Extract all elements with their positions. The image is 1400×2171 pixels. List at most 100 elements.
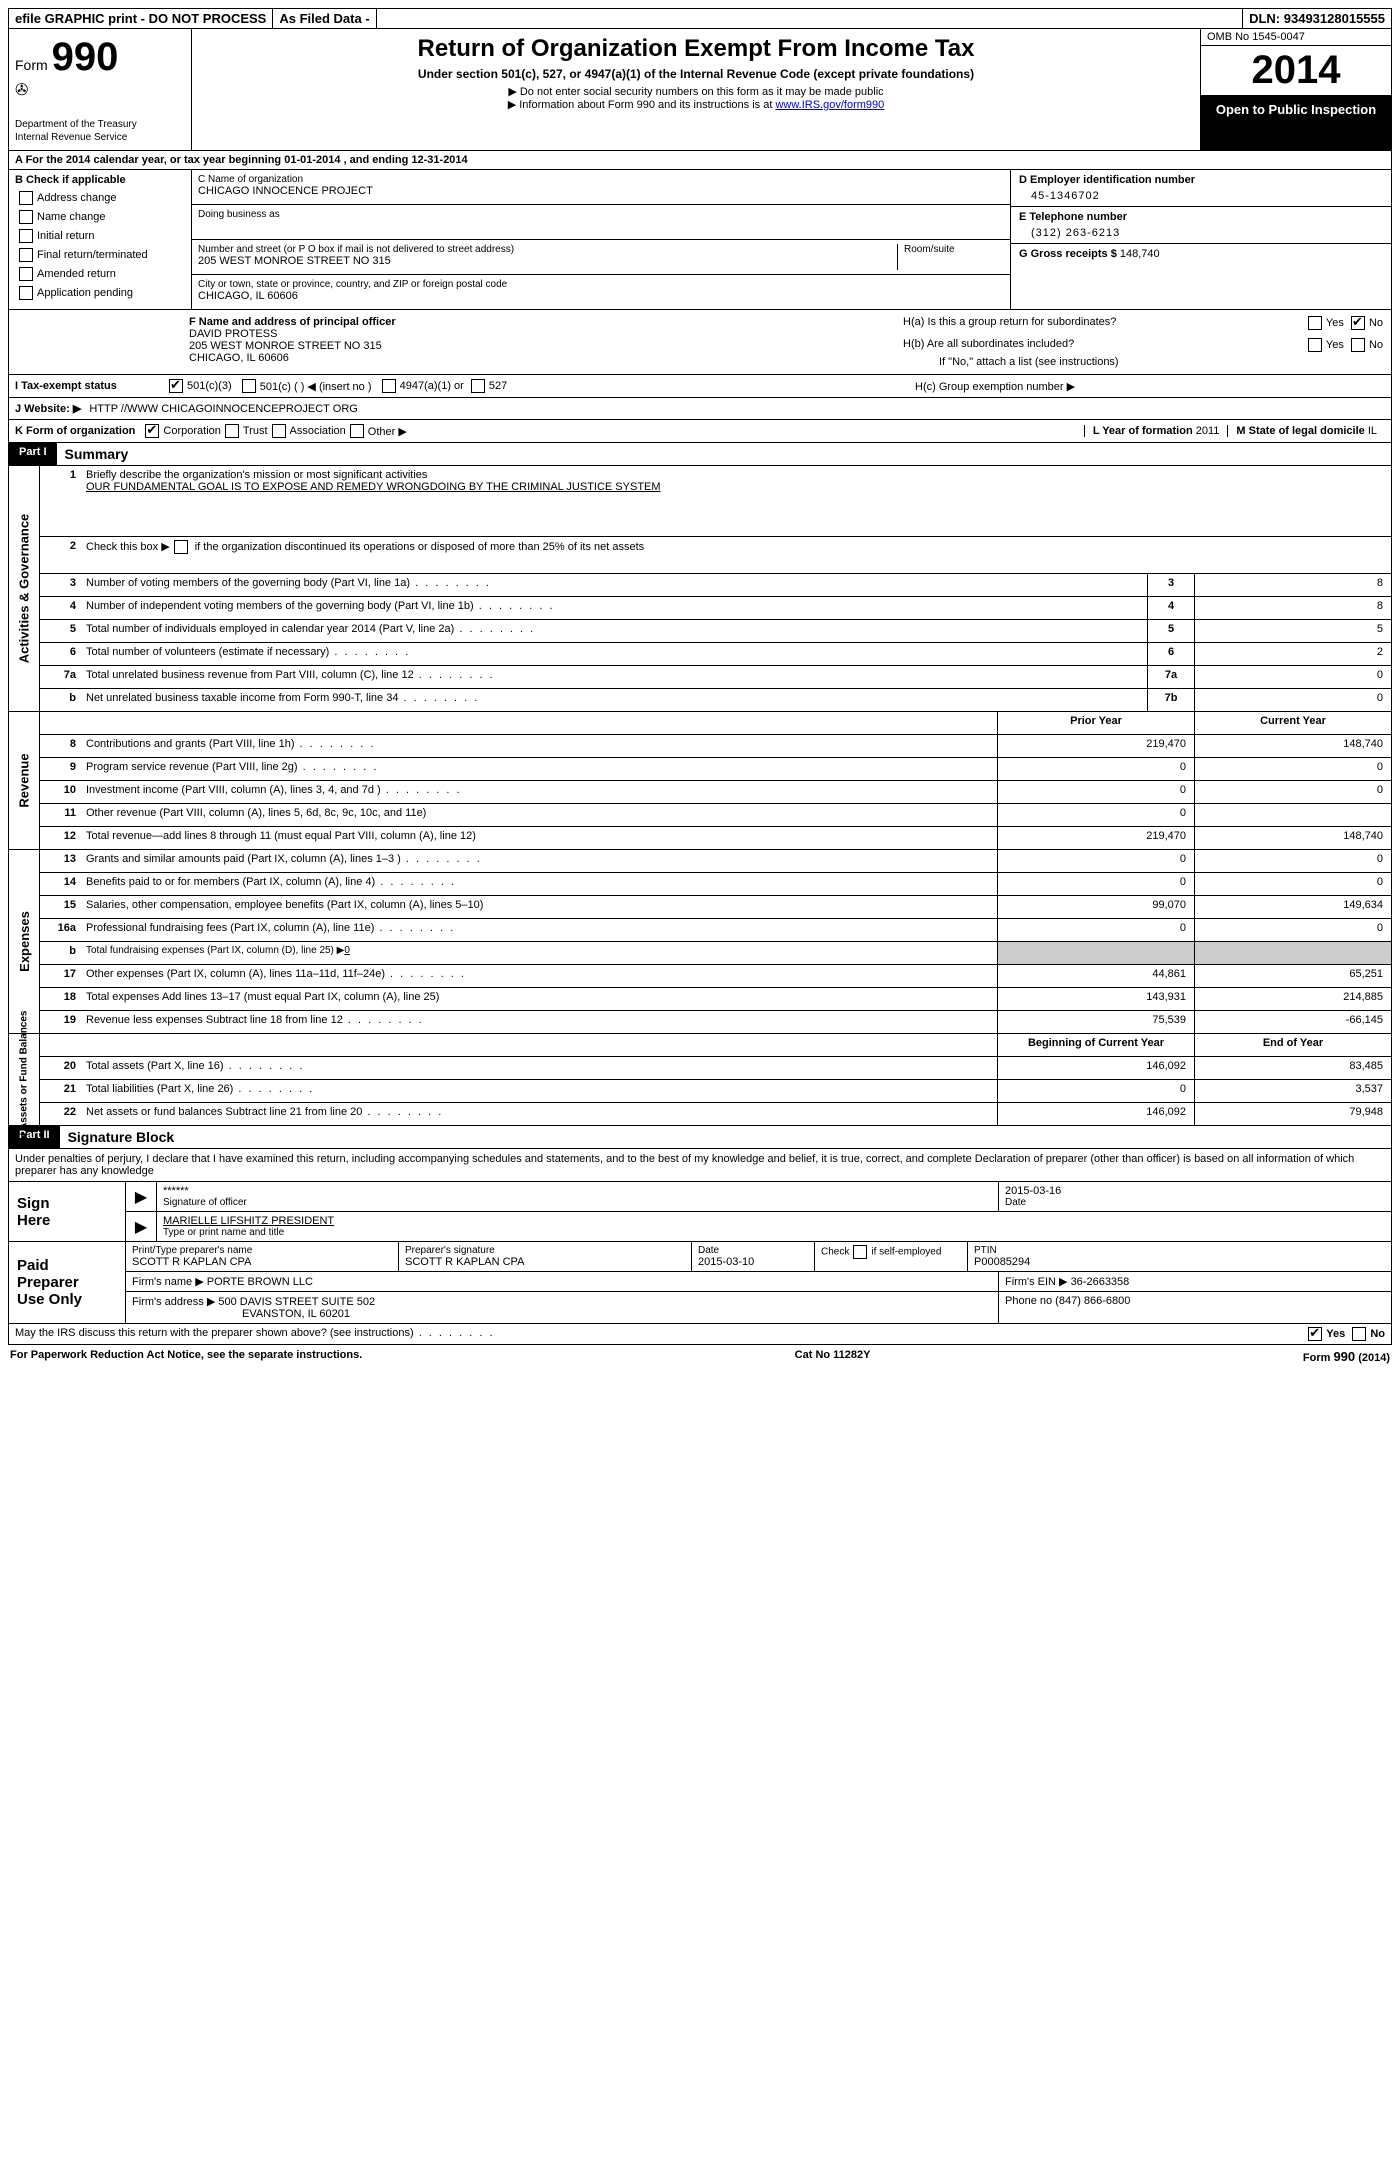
- officer-signature: ******: [163, 1185, 992, 1197]
- irs-link[interactable]: www.IRS.gov/form990: [775, 99, 884, 111]
- l17-current: 65,251: [1194, 965, 1391, 987]
- hb-no[interactable]: [1351, 338, 1365, 352]
- l7b-val: 0: [1194, 689, 1391, 711]
- begin-year-header: Beginning of Current Year: [997, 1034, 1194, 1056]
- l5-desc: Total number of individuals employed in …: [80, 620, 1147, 642]
- hb-note: If "No," attach a list (see instructions…: [903, 356, 1383, 368]
- line-j: J Website: ▶ HTTP //WWW CHICAGOINNOCENCE…: [8, 398, 1392, 420]
- chk-501c[interactable]: [242, 379, 256, 393]
- org-name-label: C Name of organization: [198, 174, 1004, 185]
- line-a-begin: 01-01-2014: [284, 154, 340, 166]
- part1-label: Part I: [9, 443, 57, 465]
- l10-current: 0: [1194, 781, 1391, 803]
- chk-self-employed[interactable]: [853, 1245, 867, 1259]
- l20-begin: 146,092: [997, 1057, 1194, 1079]
- dept-treasury: Department of the Treasury: [15, 118, 185, 131]
- street-block: Number and street (or P O box if mail is…: [192, 240, 1010, 275]
- footer-form: Form 990 (2014): [1303, 1349, 1390, 1364]
- line-klm: K Form of organization Corporation Trust…: [8, 420, 1392, 443]
- chk-other[interactable]: [350, 424, 364, 438]
- ha-no[interactable]: [1351, 316, 1365, 330]
- block-f: F Name and address of principal officer …: [9, 310, 895, 374]
- officer-sig-label: Signature of officer: [163, 1197, 992, 1208]
- form-label: Form: [15, 57, 48, 73]
- line-j-label: J Website: ▶: [15, 402, 81, 415]
- city-label: City or town, state or province, country…: [198, 279, 1004, 290]
- ein-value: 45-1346702: [1019, 190, 1383, 202]
- preparer-sig-label: Preparer's signature: [405, 1245, 685, 1256]
- revenue-section: Revenue Prior Year Current Year 8 Contri…: [8, 712, 1392, 850]
- l18-prior: 143,931: [997, 988, 1194, 1010]
- chk-name-change[interactable]: Name change: [15, 210, 185, 224]
- part2-header: Part II Signature Block: [8, 1126, 1392, 1149]
- line-k-label: K Form of organization: [15, 425, 135, 437]
- chk-discontinued[interactable]: [174, 540, 188, 554]
- open-inspection: Open to Public Inspection: [1201, 96, 1391, 150]
- perjury-statement: Under penalties of perjury, I declare th…: [8, 1149, 1392, 1182]
- l3-val: 8: [1194, 574, 1391, 596]
- line-l: L Year of formation 2011: [1084, 425, 1228, 437]
- arrow-icon: ▶: [126, 1182, 157, 1211]
- col-cdefg: C Name of organization CHICAGO INNOCENCE…: [192, 170, 1391, 309]
- l2-desc: Check this box ▶ if the organization dis…: [80, 537, 1391, 573]
- dln-value: 93493128015555: [1284, 11, 1385, 26]
- preparer-date: 2015-03-10: [698, 1256, 808, 1268]
- footer-paperwork: For Paperwork Reduction Act Notice, see …: [10, 1349, 362, 1364]
- footer-cat: Cat No 11282Y: [795, 1349, 871, 1364]
- l19-current: -66,145: [1194, 1011, 1391, 1033]
- l18-current: 214,885: [1194, 988, 1391, 1010]
- firm-ein: 36-2663358: [1071, 1276, 1130, 1288]
- chk-4947[interactable]: [382, 379, 396, 393]
- l15-prior: 99,070: [997, 896, 1194, 918]
- ha-yes[interactable]: [1308, 316, 1322, 330]
- discuss-no[interactable]: [1352, 1327, 1366, 1341]
- chk-application-pending[interactable]: Application pending: [15, 286, 185, 300]
- l6-val: 2: [1194, 643, 1391, 665]
- part1-header: Part I Summary: [8, 443, 1392, 466]
- officer-name-label: Type or print name and title: [163, 1227, 1385, 1238]
- chk-527[interactable]: [471, 379, 485, 393]
- dept-irs: Internal Revenue Service: [15, 131, 185, 144]
- hb-answer: Yes No: [1304, 338, 1383, 352]
- discuss-text: May the IRS discuss this return with the…: [15, 1327, 495, 1341]
- l9-current: 0: [1194, 758, 1391, 780]
- line-i-label: I Tax-exempt status: [15, 380, 165, 392]
- chk-assoc[interactable]: [272, 424, 286, 438]
- street-label: Number and street (or P O box if mail is…: [198, 244, 897, 255]
- expenses-side: Expenses: [9, 850, 40, 1033]
- l14-current: 0: [1194, 873, 1391, 895]
- l18-desc: Total expenses Add lines 13–17 (must equ…: [80, 988, 997, 1010]
- line-l-label: L Year of formation: [1093, 425, 1193, 437]
- current-year-header: Current Year: [1194, 712, 1391, 734]
- col-c: C Name of organization CHICAGO INNOCENCE…: [192, 170, 1010, 309]
- header-left: Form 990 ✇ Department of the Treasury In…: [9, 29, 192, 150]
- l2-num: 2: [40, 537, 80, 573]
- l22-end: 79,948: [1194, 1103, 1391, 1125]
- hb-yes[interactable]: [1308, 338, 1322, 352]
- officer-label: F Name and address of principal officer: [189, 316, 887, 328]
- phone-label: E Telephone number: [1019, 211, 1383, 223]
- chk-amended-return[interactable]: Amended return: [15, 267, 185, 281]
- l19-prior: 75,539: [997, 1011, 1194, 1033]
- l10-desc: Investment income (Part VIII, column (A)…: [80, 781, 997, 803]
- l8-prior: 219,470: [997, 735, 1194, 757]
- chk-501c3[interactable]: [169, 379, 183, 393]
- line-a: A For the 2014 calendar year, or tax yea…: [8, 151, 1392, 170]
- ein-block: D Employer identification number 45-1346…: [1011, 170, 1391, 207]
- firm-addr2: EVANSTON, IL 60201: [132, 1308, 992, 1320]
- officer-printed-name: MARIELLE LIFSHITZ PRESIDENT: [163, 1215, 1385, 1227]
- line-m-label: M State of legal domicile: [1236, 425, 1364, 437]
- chk-initial-return[interactable]: Initial return: [15, 229, 185, 243]
- discuss-yes[interactable]: [1308, 1327, 1322, 1341]
- officer-name: DAVID PROTESS: [189, 328, 887, 340]
- chk-trust[interactable]: [225, 424, 239, 438]
- col-b-header: B Check if applicable: [15, 174, 185, 186]
- chk-address-change[interactable]: Address change: [15, 191, 185, 205]
- l9-desc: Program service revenue (Part VIII, line…: [80, 758, 997, 780]
- chk-final-return[interactable]: Final return/terminated: [15, 248, 185, 262]
- city-value: CHICAGO, IL 60606: [198, 290, 1004, 302]
- l21-begin: 0: [997, 1080, 1194, 1102]
- phone-value: (312) 263-6213: [1019, 227, 1383, 239]
- footer: For Paperwork Reduction Act Notice, see …: [8, 1345, 1392, 1368]
- chk-corp[interactable]: [145, 424, 159, 438]
